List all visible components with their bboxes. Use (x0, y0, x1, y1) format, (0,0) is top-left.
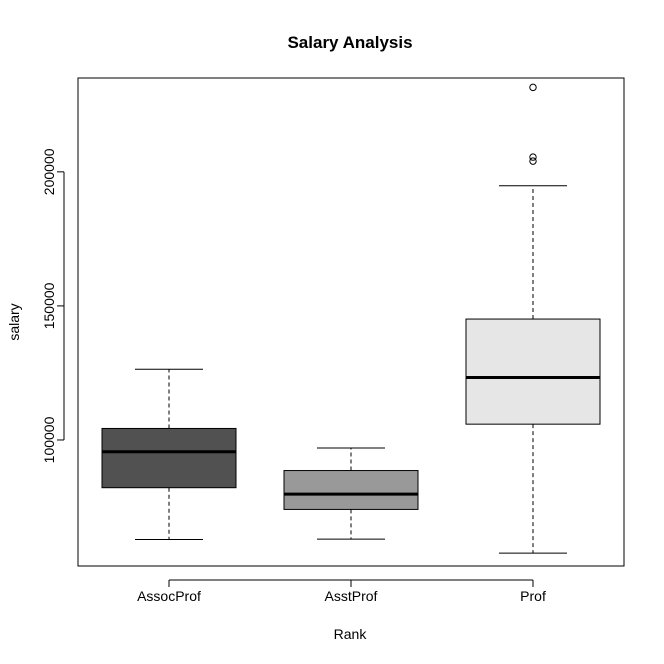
y-axis-label: salary (6, 303, 22, 340)
box-Prof (465, 83, 601, 554)
x-tick-label: AssocProf (137, 588, 201, 604)
y-tick-label: 200000 (41, 148, 57, 195)
box-AssocProf (101, 368, 237, 540)
x-axis-label: Rank (334, 626, 368, 642)
y-tick-label: 100000 (41, 416, 57, 463)
box-AsstProf (283, 447, 419, 540)
y-axis: 100000 150000 200000 (41, 148, 65, 463)
x-tick-label: Prof (520, 588, 546, 604)
outlier-point (529, 157, 537, 165)
plot-area-frame (77, 77, 625, 567)
outlier-point (529, 153, 537, 161)
iqr-box (101, 427, 237, 489)
box-series (101, 83, 601, 554)
y-tick-label: 150000 (41, 282, 57, 329)
x-axis: AssocProf AsstProf Prof (137, 579, 546, 604)
outlier-point (529, 83, 537, 92)
iqr-box (283, 470, 419, 510)
iqr-box (465, 318, 601, 425)
chart-title: Salary Analysis (287, 33, 412, 52)
x-tick-label: AsstProf (325, 588, 378, 604)
